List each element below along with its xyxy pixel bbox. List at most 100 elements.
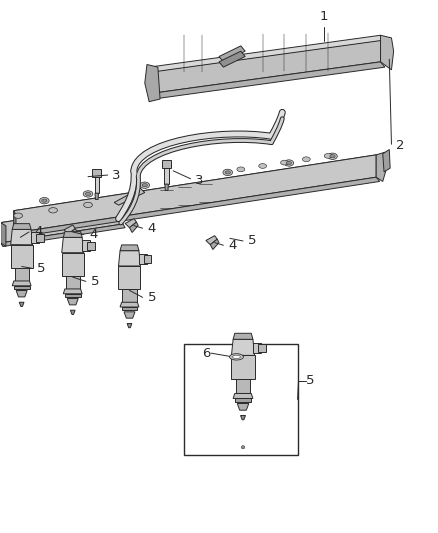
- Polygon shape: [206, 236, 217, 245]
- Polygon shape: [130, 222, 138, 232]
- Polygon shape: [253, 343, 261, 353]
- Polygon shape: [12, 224, 31, 229]
- Bar: [184, 344, 297, 455]
- Ellipse shape: [42, 199, 47, 202]
- Polygon shape: [145, 64, 160, 102]
- Polygon shape: [231, 340, 254, 356]
- Polygon shape: [149, 62, 385, 99]
- Polygon shape: [164, 168, 169, 184]
- Ellipse shape: [233, 356, 240, 359]
- Polygon shape: [65, 294, 81, 297]
- Polygon shape: [119, 266, 141, 289]
- Polygon shape: [210, 239, 219, 249]
- Ellipse shape: [83, 191, 93, 197]
- Ellipse shape: [237, 167, 245, 172]
- Polygon shape: [1, 223, 6, 247]
- Polygon shape: [82, 240, 90, 251]
- Polygon shape: [12, 281, 31, 286]
- Polygon shape: [114, 188, 145, 205]
- Text: 4: 4: [34, 225, 42, 238]
- Ellipse shape: [39, 197, 49, 204]
- Polygon shape: [95, 177, 99, 193]
- Ellipse shape: [225, 171, 230, 174]
- Polygon shape: [14, 286, 29, 289]
- Text: 5: 5: [248, 235, 257, 247]
- Ellipse shape: [84, 202, 92, 207]
- Polygon shape: [11, 229, 33, 245]
- Polygon shape: [1, 204, 123, 243]
- Polygon shape: [14, 155, 376, 233]
- Polygon shape: [14, 211, 16, 237]
- Polygon shape: [119, 251, 141, 266]
- Text: 4: 4: [148, 222, 156, 235]
- Ellipse shape: [324, 154, 332, 158]
- Ellipse shape: [284, 160, 293, 166]
- Polygon shape: [64, 289, 82, 294]
- Polygon shape: [62, 237, 84, 253]
- Polygon shape: [124, 312, 135, 318]
- Text: 3: 3: [112, 168, 120, 182]
- Polygon shape: [376, 152, 387, 181]
- Polygon shape: [383, 150, 390, 172]
- Polygon shape: [236, 379, 251, 393]
- Polygon shape: [165, 184, 168, 190]
- Polygon shape: [162, 160, 171, 168]
- Ellipse shape: [286, 161, 291, 165]
- Text: 5: 5: [91, 275, 99, 288]
- Polygon shape: [19, 302, 24, 306]
- Text: 4: 4: [229, 239, 237, 252]
- Polygon shape: [149, 41, 381, 94]
- Polygon shape: [125, 219, 137, 228]
- Ellipse shape: [140, 182, 150, 188]
- Text: 6: 6: [202, 346, 210, 360]
- Polygon shape: [381, 35, 394, 70]
- Polygon shape: [122, 307, 138, 310]
- Polygon shape: [231, 356, 254, 379]
- Polygon shape: [31, 232, 39, 243]
- Ellipse shape: [14, 213, 22, 219]
- Polygon shape: [68, 229, 77, 239]
- Text: 5: 5: [36, 262, 45, 274]
- Polygon shape: [127, 324, 132, 328]
- Polygon shape: [36, 234, 44, 241]
- Polygon shape: [233, 393, 253, 399]
- Polygon shape: [1, 204, 125, 226]
- Text: 2: 2: [396, 139, 404, 152]
- Text: 1: 1: [320, 10, 328, 23]
- Text: 3: 3: [195, 174, 204, 187]
- Polygon shape: [92, 169, 101, 177]
- Polygon shape: [71, 310, 75, 314]
- Polygon shape: [12, 230, 23, 239]
- Polygon shape: [233, 333, 253, 340]
- Polygon shape: [64, 225, 75, 234]
- Ellipse shape: [223, 169, 233, 175]
- Ellipse shape: [328, 153, 337, 159]
- Polygon shape: [120, 245, 139, 251]
- Ellipse shape: [142, 183, 148, 187]
- Polygon shape: [14, 268, 29, 281]
- Polygon shape: [95, 193, 99, 199]
- Ellipse shape: [241, 446, 245, 449]
- Polygon shape: [66, 276, 80, 289]
- Ellipse shape: [330, 155, 335, 158]
- Polygon shape: [14, 155, 380, 215]
- Polygon shape: [219, 46, 245, 62]
- Ellipse shape: [302, 157, 310, 161]
- Text: 5: 5: [306, 374, 315, 387]
- Polygon shape: [64, 232, 82, 237]
- Polygon shape: [62, 253, 84, 276]
- Polygon shape: [258, 344, 266, 352]
- Ellipse shape: [85, 192, 91, 196]
- Polygon shape: [16, 290, 27, 297]
- Polygon shape: [14, 177, 380, 237]
- Polygon shape: [219, 51, 245, 67]
- Polygon shape: [1, 224, 125, 247]
- Polygon shape: [139, 254, 147, 264]
- Polygon shape: [87, 242, 95, 249]
- Text: 4: 4: [89, 228, 97, 241]
- Polygon shape: [237, 403, 249, 410]
- Polygon shape: [11, 245, 33, 268]
- Ellipse shape: [281, 160, 288, 165]
- Polygon shape: [120, 302, 139, 307]
- Polygon shape: [149, 35, 385, 72]
